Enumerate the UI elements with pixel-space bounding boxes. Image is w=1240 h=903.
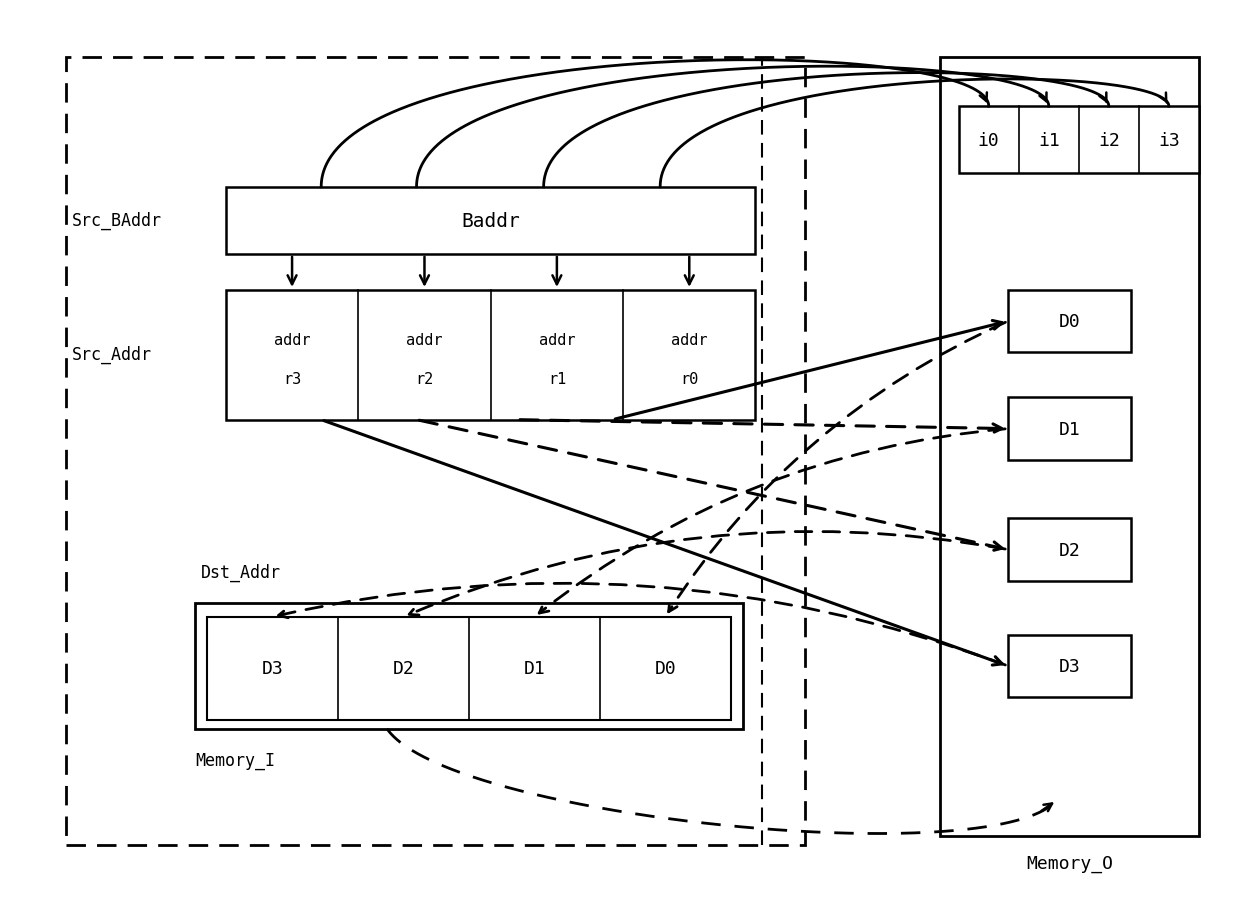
Text: addr: addr: [274, 332, 310, 348]
FancyBboxPatch shape: [1008, 398, 1131, 461]
Text: D1: D1: [1059, 420, 1080, 438]
FancyBboxPatch shape: [226, 291, 755, 420]
Text: D3: D3: [262, 659, 284, 677]
FancyBboxPatch shape: [1008, 635, 1131, 697]
FancyBboxPatch shape: [1008, 291, 1131, 353]
Text: D0: D0: [655, 659, 676, 677]
Text: Memory_I: Memory_I: [195, 751, 275, 769]
FancyBboxPatch shape: [226, 188, 755, 255]
Text: Dst_Addr: Dst_Addr: [201, 563, 281, 582]
FancyBboxPatch shape: [1008, 518, 1131, 582]
Text: D2: D2: [393, 659, 414, 677]
Text: Src_BAddr: Src_BAddr: [72, 211, 162, 229]
Text: i2: i2: [1097, 132, 1120, 150]
FancyBboxPatch shape: [195, 603, 743, 729]
FancyBboxPatch shape: [959, 107, 1199, 174]
Text: D3: D3: [1059, 657, 1080, 675]
Text: Memory_O: Memory_O: [1025, 854, 1114, 872]
Text: r1: r1: [548, 371, 565, 386]
Text: r3: r3: [283, 371, 301, 386]
FancyBboxPatch shape: [66, 58, 805, 845]
Text: i1: i1: [1038, 132, 1060, 150]
Text: D0: D0: [1059, 312, 1080, 330]
Text: Src_Addr: Src_Addr: [72, 346, 153, 364]
FancyBboxPatch shape: [940, 58, 1199, 836]
FancyBboxPatch shape: [207, 617, 730, 720]
Text: i3: i3: [1158, 132, 1179, 150]
Text: D1: D1: [523, 659, 546, 677]
Text: addr: addr: [671, 332, 708, 348]
Text: Baddr: Baddr: [461, 211, 520, 230]
Text: addr: addr: [407, 332, 443, 348]
Text: addr: addr: [538, 332, 575, 348]
Text: r0: r0: [681, 371, 698, 386]
Text: r2: r2: [415, 371, 434, 386]
Text: D2: D2: [1059, 541, 1080, 559]
Text: i0: i0: [978, 132, 999, 150]
